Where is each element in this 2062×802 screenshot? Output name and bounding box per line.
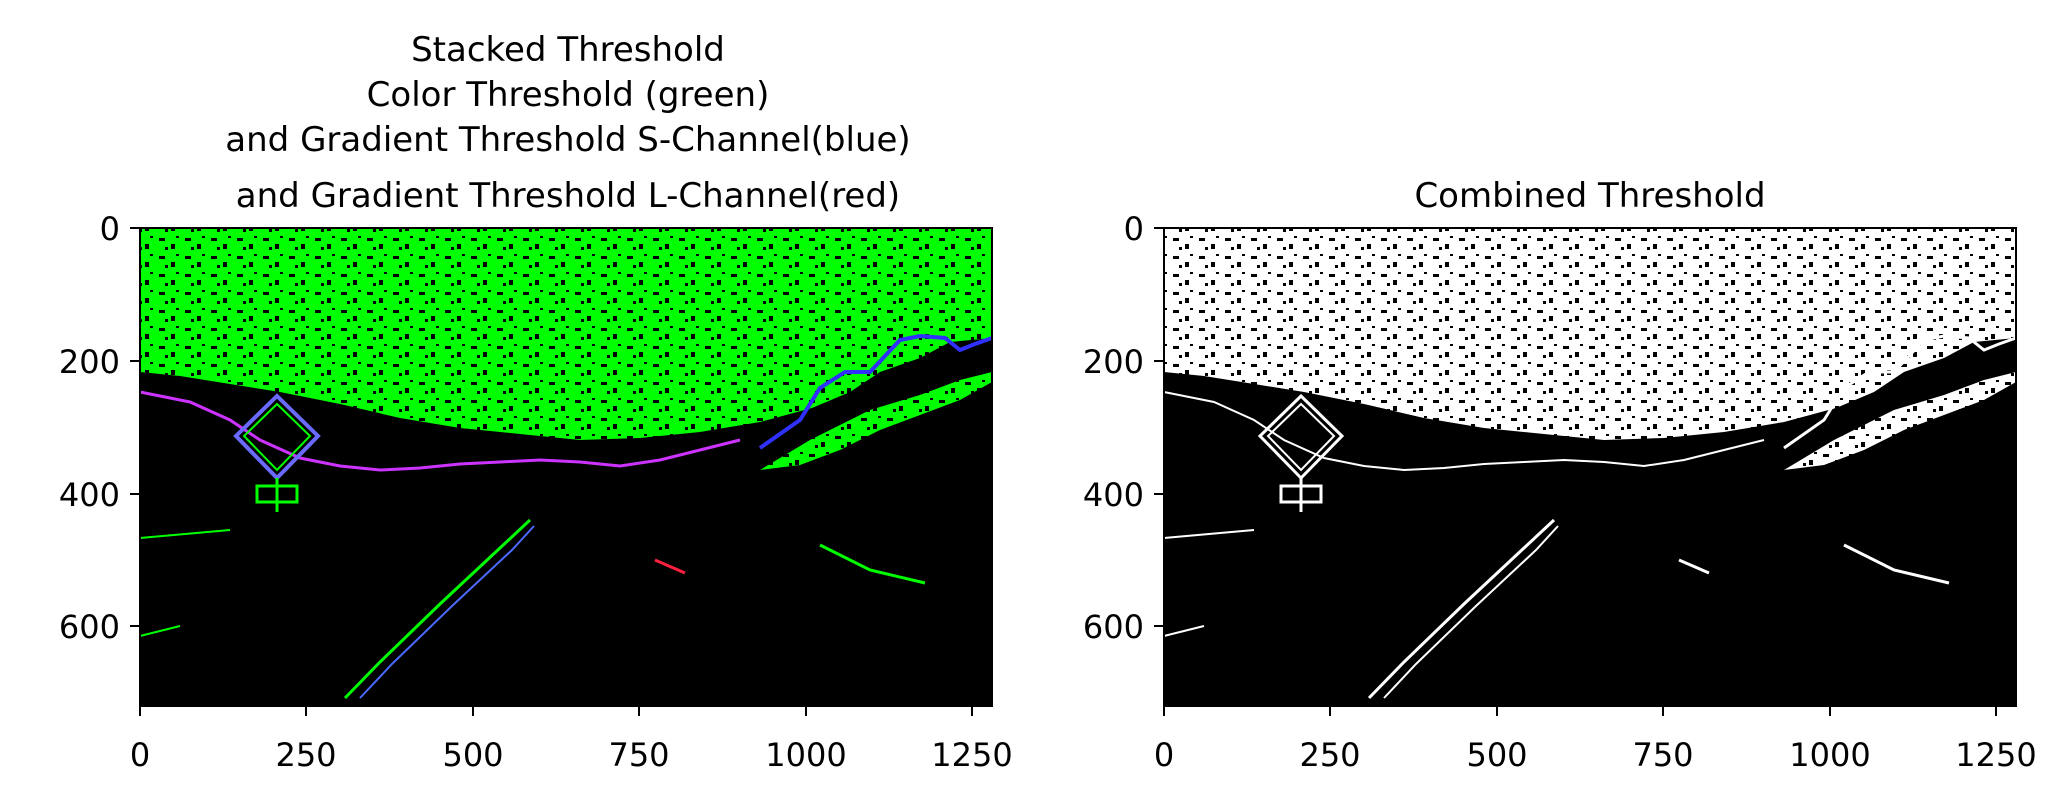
left-y-tick-label: 200: [59, 343, 120, 381]
stacked-threshold-panel: Stacked Threshold Color Threshold (green…: [59, 30, 1013, 774]
combined-threshold-panel: Combined Threshold: [1083, 176, 2037, 774]
right-x-tick-label: 1000: [1789, 736, 1870, 774]
right-dashes: [1678, 558, 1710, 575]
left-axes-frame: [139, 227, 993, 707]
left-y-axis: 0 200 400 600: [59, 210, 140, 646]
right-road-sign: [1257, 393, 1345, 512]
right-white-hill-right: [1784, 372, 2016, 470]
left-y-tick-label: 0: [100, 210, 120, 248]
right-x-tick-label: 0: [1154, 736, 1174, 774]
right-y-tick-label: 0: [1124, 210, 1144, 248]
left-lane-line-left-edge: [359, 525, 535, 699]
left-y-tick-label: 400: [59, 476, 120, 514]
right-y-tick-label: 600: [1083, 608, 1144, 646]
right-y-axis: 0 200 400 600: [1083, 210, 1164, 646]
left-title-line-2: Color Threshold (green): [367, 75, 770, 115]
left-x-axis: 0 250 500 750 1000 1250: [130, 706, 1013, 774]
left-lane-far-left: [139, 529, 231, 637]
right-x-axis: 0 250 500 750 1000 1250: [1154, 706, 2037, 774]
right-y-tick-label: 400: [1083, 476, 1144, 514]
left-x-tick-label: 750: [608, 736, 669, 774]
right-x-tick-label: 750: [1632, 736, 1693, 774]
left-green-sky-region: [140, 228, 992, 440]
right-lane-line-left: [1367, 518, 1556, 700]
left-title-line-1: Stacked Threshold: [411, 30, 725, 70]
left-title-line-3: and Gradient Threshold S-Channel(blue): [225, 120, 910, 160]
right-ridge-line: [1783, 334, 2017, 450]
right-y-tick-label: 200: [1083, 343, 1144, 381]
left-y-tick-label: 600: [59, 608, 120, 646]
right-lane-line-left-edge: [1383, 525, 1559, 699]
left-lane-line-right: [819, 543, 926, 585]
left-lane-line-left: [343, 518, 532, 700]
left-x-tick-label: 1000: [765, 736, 846, 774]
right-lane-line-right: [1843, 543, 1950, 585]
left-blue-ridge-line: [758, 333, 993, 450]
left-red-dashes: [654, 558, 686, 575]
right-axes-frame: [1163, 227, 2017, 707]
left-road-sign: [233, 393, 321, 512]
left-x-tick-label: 1250: [931, 736, 1012, 774]
left-x-tick-label: 0: [130, 736, 150, 774]
right-title: Combined Threshold: [1414, 176, 1765, 216]
right-x-tick-label: 250: [1299, 736, 1360, 774]
right-white-sky-region: [1164, 228, 2016, 440]
left-x-tick-label: 250: [275, 736, 336, 774]
left-title-line-4: and Gradient Threshold L-Channel(red): [236, 176, 900, 216]
right-x-tick-label: 500: [1466, 736, 1527, 774]
left-threshold-image: [139, 228, 993, 706]
left-green-hill-right: [760, 372, 992, 470]
right-lane-far-left: [1163, 529, 1255, 637]
right-treeline: [1163, 391, 1765, 472]
left-x-tick-label: 500: [442, 736, 503, 774]
right-x-tick-label: 1250: [1955, 736, 2036, 774]
right-threshold-image: [1163, 228, 2017, 706]
